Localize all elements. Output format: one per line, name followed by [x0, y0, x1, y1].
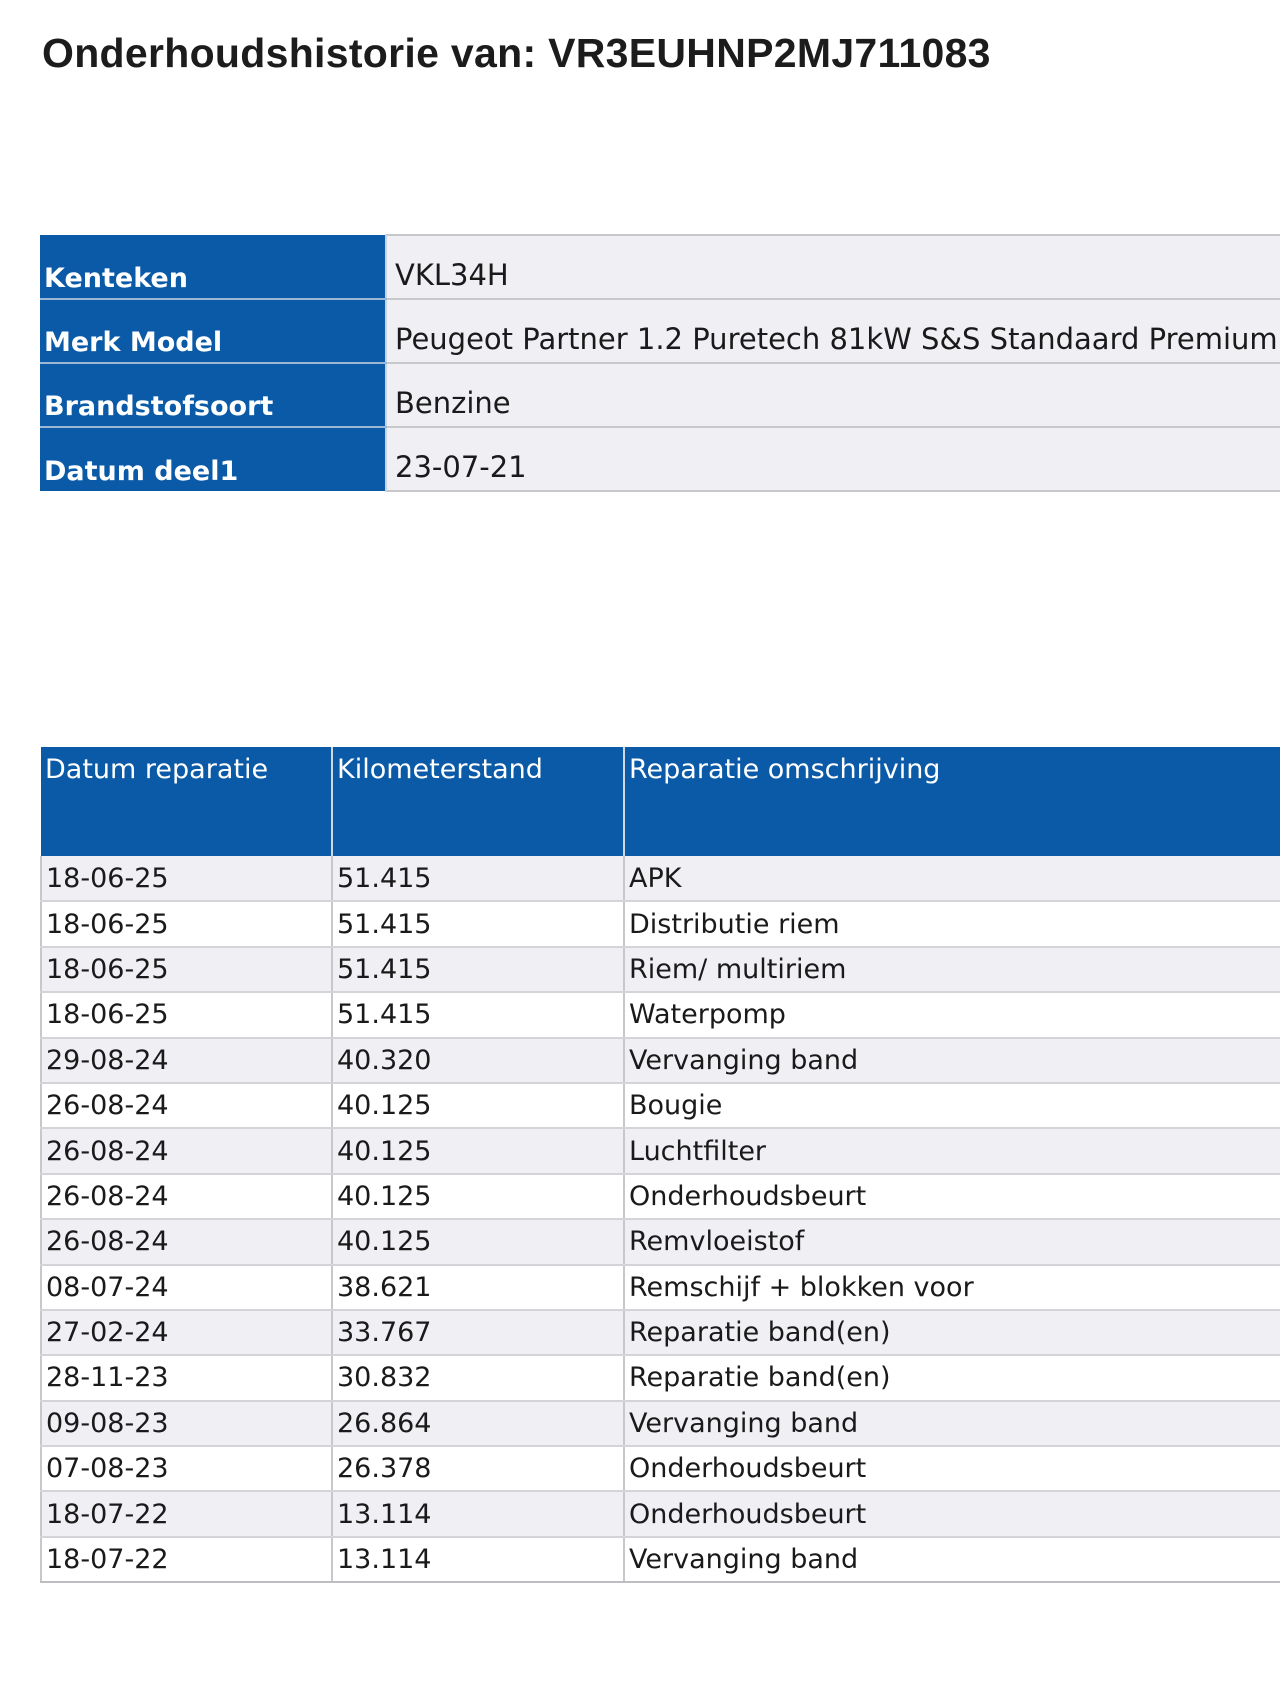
cell-description: Reparatie band(en) — [624, 1309, 1280, 1357]
cell-date: 07-08-23 — [40, 1446, 333, 1493]
cell-description: Vervanging band — [624, 1400, 1280, 1448]
cell-date: 18-07-22 — [40, 1491, 333, 1538]
table-row: 18-07-22 13.114 Onderhoudsbeurt — [40, 1491, 1280, 1538]
cell-description: Waterpomp — [624, 992, 1280, 1039]
vehicle-info-label: Brandstofsoort — [40, 363, 387, 428]
cell-date: 08-07-24 — [40, 1264, 333, 1311]
cell-description: APK — [624, 856, 1280, 903]
cell-mileage: 51.415 — [332, 856, 625, 903]
column-header-mileage: Kilometerstand — [332, 747, 625, 856]
vehicle-info-row: Kenteken VKL34H — [40, 234, 1280, 300]
column-header-date: Datum reparatie — [41, 747, 333, 856]
table-row: 09-08-23 26.864 Vervanging band — [40, 1400, 1280, 1448]
vehicle-info-row: Brandstofsoort Benzine — [40, 362, 1280, 428]
cell-mileage: 40.125 — [332, 1219, 625, 1266]
cell-date: 18-06-25 — [40, 946, 333, 994]
vehicle-info-value: VKL34H — [386, 234, 1280, 299]
cell-mileage: 40.125 — [332, 1173, 625, 1221]
cell-mileage: 40.320 — [332, 1037, 625, 1084]
table-row: 26-08-24 40.125 Remvloeistof — [40, 1219, 1280, 1266]
table-row: 28-11-23 30.832 Reparatie band(en) — [40, 1355, 1280, 1402]
cell-date: 26-08-24 — [40, 1082, 333, 1130]
table-row: 08-07-24 38.621 Remschijf + blokken voor — [40, 1264, 1280, 1311]
vehicle-info-value: Peugeot Partner 1.2 Puretech 81kW S&S St… — [386, 298, 1280, 363]
vehicle-info-label: Kenteken — [40, 235, 387, 300]
table-row: 26-08-24 40.125 Luchtfilter — [40, 1128, 1280, 1175]
vehicle-info-table: Kenteken VKL34H Merk Model Peugeot Partner … — [40, 234, 1280, 492]
cell-date: 26-08-24 — [40, 1219, 333, 1266]
vehicle-info-row: Merk Model Peugeot Partner 1.2 Puretech 8… — [40, 298, 1280, 364]
cell-mileage: 13.114 — [332, 1491, 625, 1538]
page-title: Onderhoudshistorie van: VR3EUHNP2MJ71108… — [42, 30, 991, 76]
table-row: 07-08-23 26.378 Onderhoudsbeurt — [40, 1446, 1280, 1493]
cell-description: Vervanging band — [624, 1037, 1280, 1084]
cell-description: Reparatie band(en) — [624, 1355, 1280, 1402]
cell-date: 27-02-24 — [40, 1309, 333, 1357]
table-row: 26-08-24 40.125 Bougie — [40, 1082, 1280, 1130]
cell-mileage: 38.621 — [332, 1264, 625, 1311]
table-row: 18-06-25 51.415 Waterpomp — [40, 992, 1280, 1039]
table-row: 18-06-25 51.415 Distributie riem — [40, 901, 1280, 948]
cell-date: 09-08-23 — [40, 1400, 333, 1448]
cell-mileage: 51.415 — [332, 946, 625, 994]
table-row: 18-06-25 51.415 APK — [40, 856, 1280, 903]
cell-description: Vervanging band — [624, 1536, 1280, 1584]
cell-mileage: 51.415 — [332, 992, 625, 1039]
table-row: 26-08-24 40.125 Onderhoudsbeurt — [40, 1173, 1280, 1221]
cell-mileage: 26.864 — [332, 1400, 625, 1448]
table-row: 29-08-24 40.320 Vervanging band — [40, 1037, 1280, 1084]
cell-mileage: 40.125 — [332, 1082, 625, 1130]
table-row: 18-06-25 51.415 Riem/ multiriem — [40, 946, 1280, 994]
cell-date: 18-06-25 — [40, 992, 333, 1039]
vehicle-info-row: Datum deel1 23-07-21 — [40, 426, 1280, 492]
cell-description: Remvloeistof — [624, 1219, 1280, 1266]
cell-description: Onderhoudsbeurt — [624, 1446, 1280, 1493]
cell-date: 29-08-24 — [40, 1037, 333, 1084]
cell-description: Distributie riem — [624, 901, 1280, 948]
table-row: 18-07-22 13.114 Vervanging band — [40, 1536, 1280, 1584]
vehicle-info-value: 23-07-21 — [386, 426, 1280, 492]
cell-mileage: 33.767 — [332, 1309, 625, 1357]
cell-description: Onderhoudsbeurt — [624, 1491, 1280, 1538]
cell-date: 26-08-24 — [40, 1173, 333, 1221]
cell-description: Onderhoudsbeurt — [624, 1173, 1280, 1221]
vehicle-info-value: Benzine — [386, 362, 1280, 427]
repair-history-table: Datum reparatie Kilometerstand Reparatie… — [40, 747, 1280, 1584]
history-header-row: Datum reparatie Kilometerstand Reparatie… — [41, 747, 1280, 856]
cell-date: 18-06-25 — [40, 901, 333, 948]
cell-date: 18-07-22 — [40, 1536, 333, 1584]
vehicle-info-label: Datum deel1 — [40, 427, 387, 491]
cell-mileage: 13.114 — [332, 1536, 625, 1584]
column-header-description: Reparatie omschrijving — [624, 747, 1280, 856]
cell-mileage: 51.415 — [332, 901, 625, 948]
cell-date: 18-06-25 — [40, 856, 333, 903]
cell-date: 28-11-23 — [40, 1355, 333, 1402]
cell-description: Luchtfilter — [624, 1128, 1280, 1175]
cell-mileage: 30.832 — [332, 1355, 625, 1402]
cell-date: 26-08-24 — [40, 1128, 333, 1175]
cell-mileage: 26.378 — [332, 1446, 625, 1493]
cell-description: Riem/ multiriem — [624, 946, 1280, 994]
vehicle-info-label: Merk Model — [40, 299, 387, 364]
cell-description: Remschijf + blokken voor — [624, 1264, 1280, 1311]
cell-description: Bougie — [624, 1082, 1280, 1130]
table-row: 27-02-24 33.767 Reparatie band(en) — [40, 1309, 1280, 1357]
cell-mileage: 40.125 — [332, 1128, 625, 1175]
